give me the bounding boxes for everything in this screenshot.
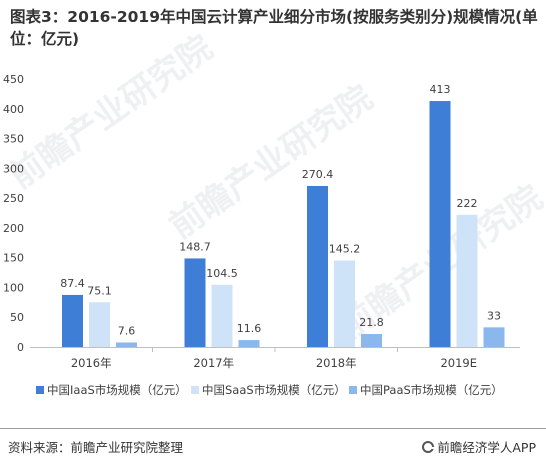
data-label: 145.2 (329, 243, 361, 256)
legend-swatch (191, 386, 199, 394)
x-tick-label: 2016年 (71, 356, 112, 370)
y-tick-label: 0 (17, 341, 24, 354)
y-tick-label: 50 (10, 311, 24, 324)
y-tick-label: 100 (3, 281, 24, 294)
y-tick-label: 350 (3, 133, 24, 146)
data-label: 7.6 (118, 324, 136, 337)
legend-label: 中国IaaS市场规模（亿元） (47, 383, 187, 397)
data-label: 33 (487, 309, 501, 322)
legend-label: 中国PaaS市场规模（亿元） (360, 383, 503, 397)
y-tick-label: 300 (3, 162, 24, 175)
data-label: 11.6 (237, 322, 262, 335)
y-tick-label: 150 (3, 252, 24, 265)
chart-title: 图表3：2016-2019年中国云计算产业细分市场(按服务类别分)规模情况(单位… (10, 8, 538, 48)
data-label: 270.4 (302, 168, 334, 181)
bar-iaas (307, 185, 328, 347)
data-label: 21.8 (359, 316, 384, 329)
data-label: 87.4 (60, 277, 85, 290)
bar-chart: 0 50 100 150 200 250 300 350 400 450 87.475.1 7.6 20… (0, 73, 546, 429)
y-tick-label: 400 (3, 103, 24, 116)
brand-text: 前瞻经济学人APP (437, 440, 536, 455)
x-tick-label: 2018年 (316, 356, 357, 370)
bar-saas (211, 284, 233, 347)
bar-iaas (429, 101, 451, 347)
bar-saas (334, 260, 355, 347)
legend-swatch (36, 386, 44, 394)
source-note: 资料来源：前瞻产业研究院整理 (8, 440, 184, 455)
bar-paas (483, 327, 505, 347)
y-tick-label: 200 (3, 222, 24, 235)
bar-saas (89, 302, 110, 347)
data-label: 413 (430, 83, 451, 96)
data-label: 75.1 (87, 284, 112, 297)
bar-iaas (184, 258, 206, 347)
y-tick-label: 250 (3, 192, 24, 205)
bar-saas (456, 214, 478, 347)
y-tick-label: 450 (3, 73, 24, 86)
data-label: 148.7 (179, 240, 211, 253)
bar-iaas (62, 294, 83, 347)
brand-logo-icon (422, 441, 436, 453)
x-tick-label: 2017年 (193, 356, 234, 370)
legend-label: 中国SaaS市场规模（亿元） (202, 383, 346, 397)
bar-paas (116, 342, 137, 347)
data-label: 222 (457, 197, 478, 210)
data-label: 104.5 (206, 267, 238, 280)
legend-swatch (349, 386, 357, 394)
brand-label: 前瞻经济学人APP (422, 437, 536, 456)
bar-paas (361, 334, 382, 347)
bar-paas (238, 340, 260, 347)
x-tick-label: 2019E (440, 356, 477, 370)
